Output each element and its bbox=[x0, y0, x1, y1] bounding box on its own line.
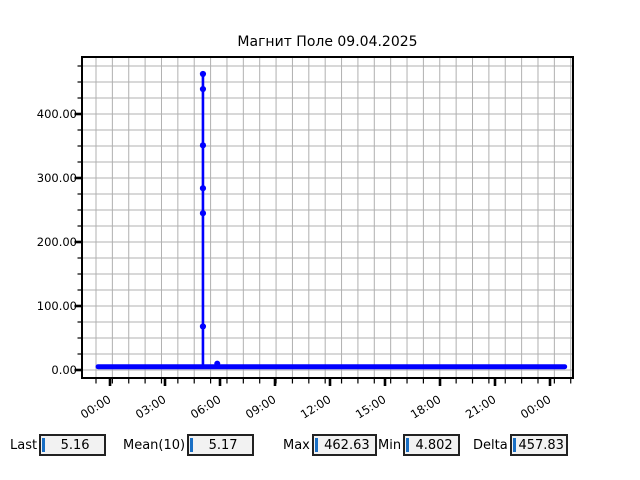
stat-min-value: 4.802 bbox=[415, 437, 453, 453]
stat-delta-label: Delta bbox=[473, 437, 508, 453]
y-tick-label: 300.00 bbox=[36, 171, 77, 185]
chart-title: Магнит Поле 09.04.2025 bbox=[237, 34, 418, 50]
cursor-bar-icon bbox=[42, 438, 46, 452]
stats-bar: Last 5.16 Mean(10) 5.17 Max 462.63 Min bbox=[0, 433, 640, 457]
stat-mean: Mean(10) 5.17 bbox=[123, 433, 255, 457]
stat-delta-field[interactable]: 457.83 bbox=[509, 434, 568, 456]
data-point-marker bbox=[199, 185, 207, 192]
plot-frame bbox=[81, 56, 574, 379]
stat-delta: Delta 457.83 bbox=[473, 433, 568, 457]
y-tick-label: 0.00 bbox=[51, 363, 77, 377]
stat-min-label: Min bbox=[378, 437, 402, 453]
data-point-marker bbox=[199, 323, 207, 330]
data-point-marker bbox=[199, 142, 207, 149]
cursor-bar-icon bbox=[190, 438, 194, 452]
stat-last-field[interactable]: 5.16 bbox=[39, 434, 107, 456]
cursor-bar-icon bbox=[512, 438, 516, 452]
stat-max-field[interactable]: 462.63 bbox=[311, 434, 377, 456]
stat-max-label: Max bbox=[283, 437, 310, 453]
stat-max-value: 462.63 bbox=[324, 437, 370, 453]
data-point-marker bbox=[199, 70, 207, 78]
stat-last-label: Last bbox=[10, 437, 38, 453]
stat-max: Max 462.63 bbox=[283, 433, 377, 457]
y-tick-label: 200.00 bbox=[36, 235, 77, 249]
stat-mean-value: 5.17 bbox=[208, 437, 238, 453]
cursor-bar-icon bbox=[406, 438, 410, 452]
stat-delta-value: 457.83 bbox=[518, 437, 564, 453]
stat-min-field[interactable]: 4.802 bbox=[403, 434, 461, 456]
stat-mean-field[interactable]: 5.17 bbox=[187, 434, 255, 456]
stat-min: Min 4.802 bbox=[378, 433, 461, 457]
data-point-marker bbox=[214, 360, 221, 367]
data-point-marker bbox=[199, 85, 207, 93]
stat-mean-label: Mean(10) bbox=[123, 437, 186, 453]
cursor-bar-icon bbox=[314, 438, 318, 452]
data-point-marker bbox=[199, 210, 207, 217]
plot-area bbox=[82, 57, 573, 378]
stat-last: Last 5.16 bbox=[10, 433, 107, 457]
y-tick-label: 100.00 bbox=[36, 299, 77, 313]
stat-last-value: 5.16 bbox=[60, 437, 90, 453]
y-tick-label: 400.00 bbox=[36, 107, 77, 121]
